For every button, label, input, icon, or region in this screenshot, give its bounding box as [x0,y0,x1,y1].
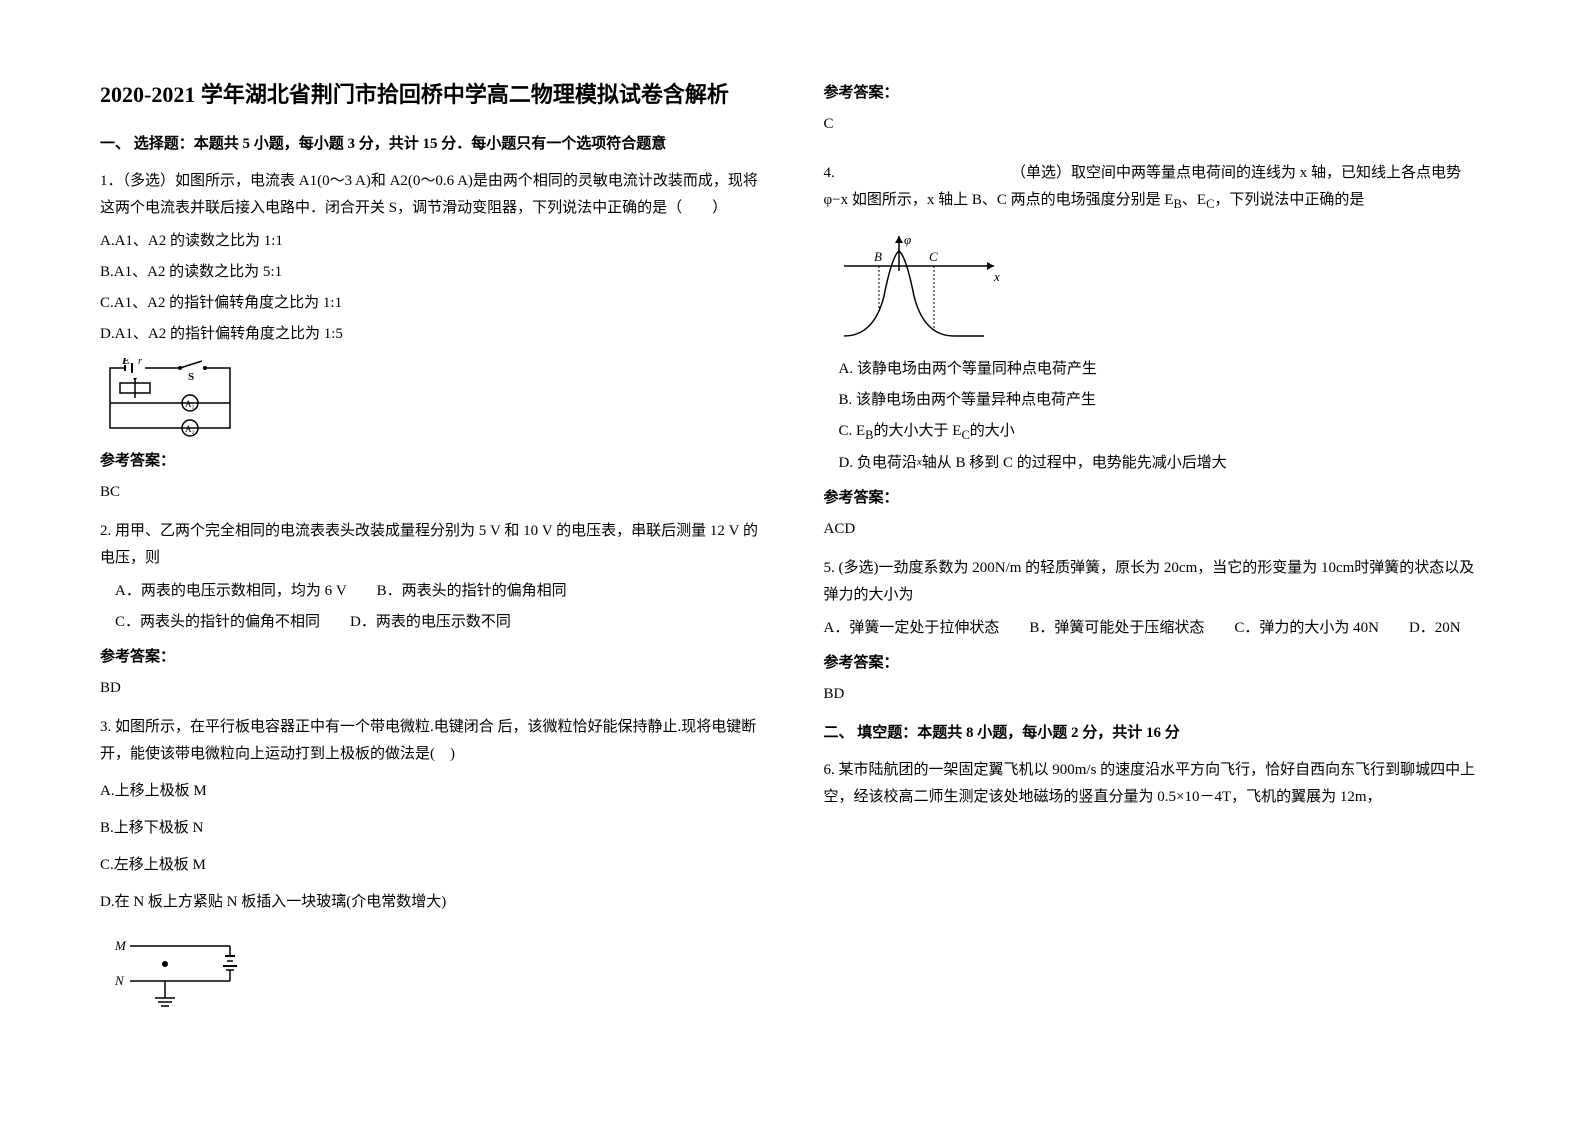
q2-answer-label: 参考答案： [100,644,764,671]
capacitor-diagram-icon: M N [100,926,260,1036]
q6-text: 6. 某市陆航团的一架固定翼飞机以 900m/s 的速度沿水平方向飞行，恰好自西… [824,757,1488,811]
q1-answer: BC [100,479,764,506]
q1-option-b: B.A1、A2 的读数之比为 5:1 [100,259,764,286]
q2-option-b: B．两表头的指针的偏角相同 [377,578,567,605]
question-4: 4. （单选）取空间中两等量点电荷间的连线为 x 轴，已知线上各点电势 φ−x … [824,160,1488,543]
question-2: 2. 用甲、乙两个完全相同的电流表表头改装成量程分别为 5 V 和 10 V 的… [100,518,764,702]
q4-option-c: C. EB的大小大于 EC的大小 [824,418,1488,447]
q3-option-d: D.在 N 板上方紧贴 N 板插入一块玻璃(介电常数增大) [100,889,764,916]
q3-option-b: B.上移下极板 N [100,815,764,842]
q1-option-a: A.A1、A2 的读数之比为 1:1 [100,228,764,255]
question-3: 3. 如图所示，在平行板电容器正中有一个带电微粒.电键闭合 后，该微粒恰好能保持… [100,714,764,916]
q3-option-c: C.左移上极板 M [100,852,764,879]
svg-text:S: S [188,371,194,383]
q4-answer-label: 参考答案： [824,485,1488,512]
q5-option-c: C．弹力的大小为 40N [1234,615,1379,642]
svg-text:N: N [114,973,125,988]
q1-text: 1．（多选）如图所示，电流表 A1(0～3 A)和 A2(0～0.6 A)是由两… [100,168,764,222]
svg-text:E: E [121,358,130,367]
q2-option-d: D．两表的电压示数不同 [350,609,511,636]
q3-answer: C [824,111,1488,138]
q4-option-a: A. 该静电场由两个等量同种点电荷产生 [824,356,1488,383]
circuit-diagram-icon: E r S A₁ A₂ [100,358,240,438]
question-3-answer: 参考答案： C [824,80,1488,138]
q3-option-a: A.上移上极板 M [100,778,764,805]
svg-text:x: x [993,269,1000,284]
q1-option-c: C.A1、A2 的指针偏转角度之比为 1:1 [100,290,764,317]
section1-header: 一、 选择题：本题共 5 小题，每小题 3 分，共计 15 分．每小题只有一个选… [100,131,764,158]
svg-text:M: M [114,938,127,953]
svg-text:A₁: A₁ [185,399,195,409]
q5-text: 5. (多选)一劲度系数为 200N/m 的轻质弹簧，原长为 20cm，当它的形… [824,555,1488,609]
svg-text:φ: φ [904,232,911,247]
q4-potential-figure: φ B C x [824,226,1488,346]
question-5: 5. (多选)一劲度系数为 200N/m 的轻质弹簧，原长为 20cm，当它的形… [824,555,1488,708]
q5-option-a: A．弹簧一定处于拉伸状态 [824,615,1000,642]
q3-answer-label: 参考答案： [824,80,1488,107]
potential-curve-icon: φ B C x [824,226,1004,346]
q2-text: 2. 用甲、乙两个完全相同的电流表表头改装成量程分别为 5 V 和 10 V 的… [100,518,764,572]
q5-option-d: D．20N [1409,615,1461,642]
question-6: 6. 某市陆航团的一架固定翼飞机以 900m/s 的速度沿水平方向飞行，恰好自西… [824,757,1488,811]
q1-answer-label: 参考答案： [100,448,764,475]
q2-answer: BD [100,675,764,702]
q3-text: 3. 如图所示，在平行板电容器正中有一个带电微粒.电键闭合 后，该微粒恰好能保持… [100,714,764,768]
exam-title: 2020-2021 学年湖北省荆门市拾回桥中学高二物理模拟试卷含解析 [100,80,764,111]
section2-header: 二、 填空题：本题共 8 小题，每小题 2 分，共计 16 分 [824,720,1488,747]
question-1: 1．（多选）如图所示，电流表 A1(0～3 A)和 A2(0～0.6 A)是由两… [100,168,764,506]
q4-option-d: D. 负电荷沿x轴从 B 移到 C 的过程中，电势能先减小后增大 [824,450,1488,477]
q3-capacitor-figure: M N [100,926,764,1036]
q1-option-d: D.A1、A2 的指针偏转角度之比为 1:5 [100,321,764,348]
q5-answer: BD [824,681,1488,708]
svg-text:C: C [929,249,938,264]
svg-text:A₂: A₂ [185,424,195,434]
q4-answer: ACD [824,516,1488,543]
q4-text: 4. （单选）取空间中两等量点电荷间的连线为 x 轴，已知线上各点电势 φ−x … [824,160,1488,216]
q2-option-c: C．两表头的指针的偏角不相同 [100,609,320,636]
q2-option-a: A．两表的电压示数相同，均为 6 V [100,578,347,605]
svg-text:B: B [874,249,882,264]
q1-circuit-figure: E r S A₁ A₂ [100,358,764,438]
q4-option-b: B. 该静电场由两个等量异种点电荷产生 [824,387,1488,414]
svg-text:r: r [138,358,142,367]
q5-option-b: B．弹簧可能处于压缩状态 [1029,615,1204,642]
q5-answer-label: 参考答案： [824,650,1488,677]
